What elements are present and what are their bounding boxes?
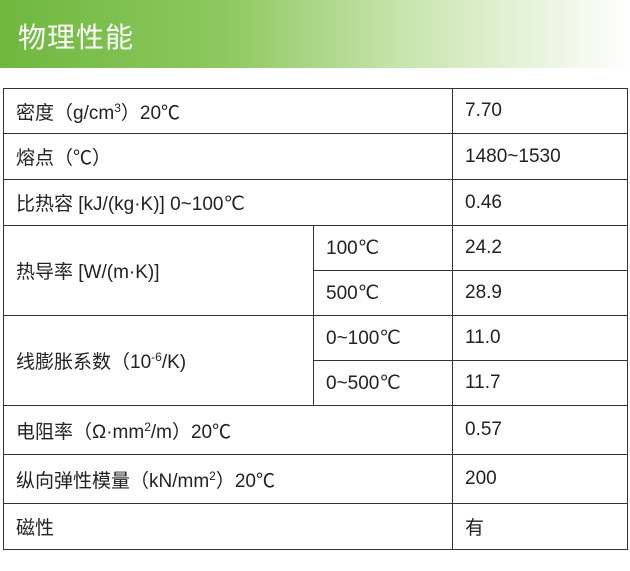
value-cell: 有 [452,503,629,550]
value-cell: 1480~1530 [452,133,629,180]
label-cell: 磁性 [2,503,454,550]
row: 0~500℃ 11.7 [4,360,629,406]
condition-cell: 100℃ [312,225,454,271]
label-sup: 3 [114,100,121,115]
label: 密度（g/cm [16,102,115,124]
label: /K) [161,352,187,373]
value-cell: 7.70 [452,88,629,134]
row: 线膨胀系数（10-6/K) 0~100℃ 11.0 [3,315,629,406]
label: 纵向弹性模量（kN/mm [16,470,210,492]
row: 密度（g/cm3）20℃ 7.70 [2,88,629,134]
label-cell: 纵向弹性模量（kN/mm2）20℃ [2,454,454,504]
value-cell: 200 [452,454,629,504]
row: 磁性 有 [2,503,629,550]
row: 电阻率（Ω·mm2/m）20℃ 0.57 [2,405,629,455]
label: 线膨胀系数（10 [16,352,152,373]
label-cell: 线膨胀系数（10-6/K) [3,315,314,406]
label-cell: 电阻率（Ω·mm2/m）20℃ [2,405,454,455]
label: ）20℃ [215,470,275,492]
value-cell: 28.9 [452,270,629,316]
label: 电阻率（Ω·mm [16,421,145,443]
label-sup: -6 [151,350,162,364]
label: /m）20℃ [150,421,232,443]
label-cell: 比热容 [kJ/(kg·K)] 0~100℃ [2,179,454,226]
row: 500℃ 28.9 [4,270,629,316]
label-cell: 热导率 [W/(m·K)] [3,225,314,316]
row: 比热容 [kJ/(kg·K)] 0~100℃ 0.46 [2,179,629,226]
value-cell: 0.46 [452,179,629,226]
condition-cell: 0~500℃ [312,360,454,406]
label-sup: 2 [209,468,216,483]
value-cell: 24.2 [452,225,629,271]
row: 热导率 [W/(m·K)] 100℃ 24.2 [3,225,629,316]
condition-cell: 0~100℃ [312,315,454,361]
label-cell: 密度（g/cm3）20℃ [2,88,454,134]
label-cell: 熔点（℃） [2,133,454,180]
value-cell: 11.0 [452,315,629,361]
row: 熔点（℃） 1480~1530 [2,133,629,180]
label: ）20℃ [120,102,181,124]
row: 纵向弹性模量（kN/mm2）20℃ 200 [2,454,629,504]
value-cell: 0.57 [452,405,629,455]
value-cell: 11.7 [452,360,629,406]
header-title: 物理性能 [18,22,135,53]
label-sup: 2 [144,419,151,434]
header-bar: 物理性能 [0,0,630,68]
property-table: 密度（g/cm3）20℃ 7.70 熔点（℃） 1480~1530 比热容 [k… [2,88,629,550]
condition-cell: 500℃ [312,270,454,316]
